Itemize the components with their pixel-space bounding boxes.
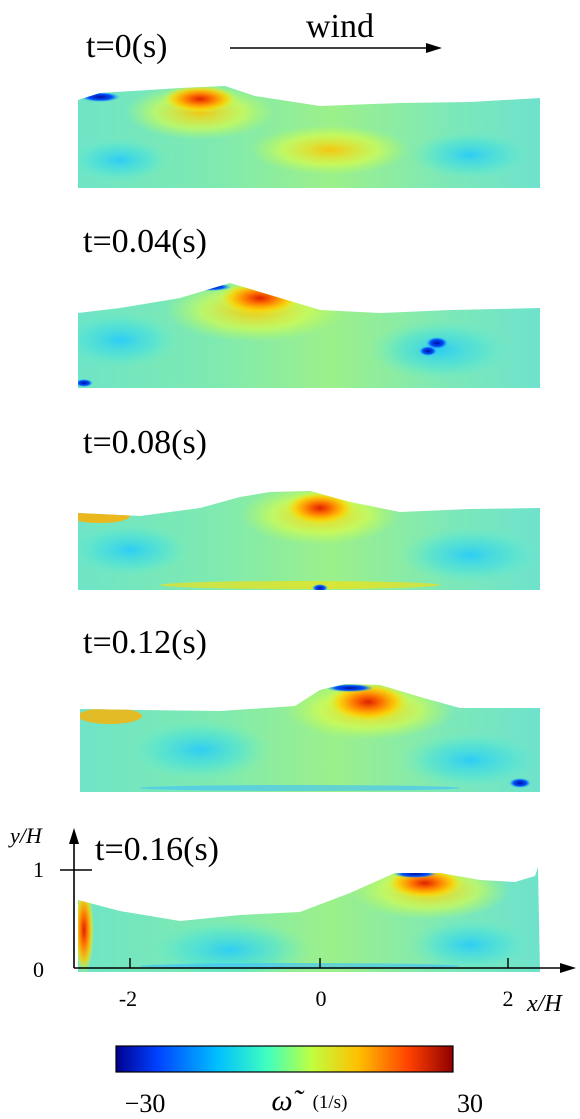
x-tick-label-0: 0: [316, 986, 327, 1011]
wind-arrow-icon: [230, 43, 442, 53]
x-tick-label-2: 2: [503, 986, 514, 1011]
time-label-panel-1: t=0(s): [86, 28, 168, 65]
colorbar-max-label: 30: [457, 1089, 483, 1118]
vorticity-field-panel-4: [80, 684, 540, 792]
time-label-panel-4: t=0.12(s): [83, 624, 207, 661]
axes: y/H 1 0 -2 0 2 x/H: [8, 823, 576, 1017]
time-label-panel-3: t=0.08(s): [83, 424, 207, 461]
vorticity-field-panel-3: [78, 491, 540, 590]
wind-label: wind: [306, 8, 374, 45]
y-axis-label: y/H: [8, 823, 43, 848]
colorbar-gradient: [115, 1045, 454, 1073]
colorbar-min-label: −30: [125, 1089, 166, 1118]
y-tick-label-1: 1: [33, 857, 44, 882]
x-tick-label-neg2: -2: [119, 986, 137, 1011]
vorticity-field-panel-5: [78, 867, 540, 972]
colorbar-variable-symbol: ω̃: [271, 1084, 304, 1117]
vorticity-field-panel-2: [78, 283, 540, 388]
time-label-panel-2: t=0.04(s): [83, 223, 207, 260]
y-axis-arrow-icon: [69, 828, 79, 844]
y-tick-label-0: 0: [33, 957, 44, 982]
time-label-panel-5: t=0.16(s): [95, 831, 219, 868]
colorbar: −30 30 ω̃ (1/s): [115, 1045, 483, 1118]
x-axis-arrow-icon: [560, 963, 576, 973]
x-axis-label: x/H: [526, 991, 563, 1017]
vorticity-field-panel-1: [78, 86, 540, 188]
colorbar-units: (1/s): [313, 1092, 348, 1113]
